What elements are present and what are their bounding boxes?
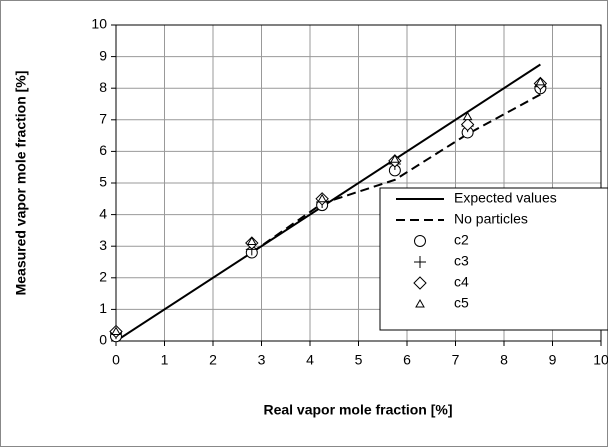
y-tick-label: 2 bbox=[99, 269, 107, 285]
marker-triangle bbox=[462, 111, 473, 121]
marker-triangle bbox=[415, 298, 425, 308]
marker-triangle bbox=[535, 76, 546, 86]
x-tick-label: 9 bbox=[549, 352, 557, 368]
marker-triangle bbox=[246, 236, 257, 245]
y-tick-label: 10 bbox=[91, 16, 107, 32]
legend-label: No particles bbox=[454, 211, 528, 227]
y-tick-label: 4 bbox=[99, 205, 107, 221]
x-tick-label: 3 bbox=[258, 352, 266, 368]
x-tick-label: 4 bbox=[306, 352, 314, 368]
y-tick-label: 0 bbox=[99, 332, 107, 348]
legend-box bbox=[379, 187, 608, 331]
x-axis-title: Real vapor mole fraction [%] bbox=[263, 402, 452, 418]
y-tick-label: 8 bbox=[99, 79, 107, 95]
marker-triangle bbox=[390, 154, 400, 163]
series-line bbox=[251, 93, 541, 254]
marker-circle bbox=[414, 235, 426, 247]
y-tick-label: 9 bbox=[99, 47, 107, 63]
legend-label: c3 bbox=[454, 253, 469, 269]
legend-label: c4 bbox=[454, 274, 469, 290]
series-line bbox=[115, 63, 541, 342]
marker-triangle bbox=[317, 193, 327, 203]
y-tick-label: 3 bbox=[99, 237, 107, 253]
legend-label: c2 bbox=[454, 232, 469, 248]
marker-diamond bbox=[413, 276, 427, 290]
y-tick-label: 1 bbox=[99, 300, 107, 316]
legend-label: c5 bbox=[454, 295, 469, 311]
y-tick-label: 6 bbox=[99, 142, 107, 158]
x-tick-label: 6 bbox=[403, 352, 411, 368]
x-tick-label: 1 bbox=[161, 352, 169, 368]
marker-diamond bbox=[460, 117, 475, 132]
marker-plus bbox=[414, 256, 426, 268]
y-tick-label: 7 bbox=[99, 111, 107, 127]
x-tick-label: 2 bbox=[209, 352, 217, 368]
y-tick-label: 5 bbox=[99, 174, 107, 190]
x-tick-label: 8 bbox=[500, 352, 508, 368]
x-tick-label: 7 bbox=[452, 352, 460, 368]
x-tick-label: 0 bbox=[112, 352, 120, 368]
marker-triangle bbox=[111, 326, 121, 336]
legend-label: Expected values bbox=[454, 190, 557, 206]
y-axis-title: Measured vapor mole fraction [%] bbox=[13, 71, 29, 296]
x-tick-label: 5 bbox=[355, 352, 363, 368]
plot-border bbox=[115, 24, 602, 342]
x-tick-label: 10 bbox=[593, 352, 608, 368]
